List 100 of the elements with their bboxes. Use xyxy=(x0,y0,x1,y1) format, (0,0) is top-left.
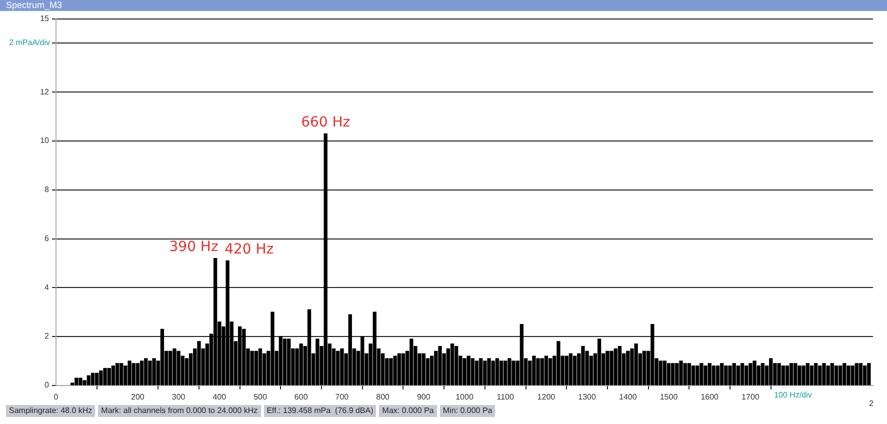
x-tick-label: 1300 xyxy=(578,392,596,402)
bar xyxy=(120,363,124,386)
bar xyxy=(597,338,602,386)
bar xyxy=(700,363,704,386)
bar xyxy=(360,336,364,386)
bar xyxy=(250,350,254,386)
bar xyxy=(111,366,116,386)
y-tick-label: 10 xyxy=(40,136,50,146)
bar xyxy=(822,363,826,386)
bar xyxy=(132,363,136,386)
bar xyxy=(634,344,638,386)
x-axis-title: 100 Hz/div xyxy=(774,390,812,400)
bar xyxy=(348,314,352,386)
bar xyxy=(168,350,172,386)
bar xyxy=(504,360,508,386)
text: Max: 0.000 Pa xyxy=(379,405,437,417)
bar xyxy=(454,346,458,386)
x-tick-label: 1400 xyxy=(619,392,638,402)
bar xyxy=(606,350,610,386)
bar xyxy=(850,366,854,386)
bar xyxy=(479,358,483,386)
bar xyxy=(842,363,846,386)
bar xyxy=(532,356,536,386)
bar xyxy=(781,366,785,386)
text: Min: 0.000 Pa xyxy=(440,405,496,417)
bar xyxy=(834,366,838,386)
bar xyxy=(372,312,376,386)
bar xyxy=(712,366,716,386)
bar xyxy=(140,360,144,386)
bar xyxy=(316,338,320,386)
bar xyxy=(270,312,274,386)
bar xyxy=(495,358,500,386)
bar xyxy=(282,338,287,386)
annotation: 420 Hz xyxy=(224,241,274,258)
bar xyxy=(172,348,176,386)
y-tick-label: 2 xyxy=(44,332,50,341)
bar xyxy=(867,363,871,386)
bar xyxy=(393,356,397,386)
bar xyxy=(777,363,781,386)
text: 2 xyxy=(869,399,874,410)
bar xyxy=(740,363,744,386)
bar xyxy=(254,350,258,386)
bar xyxy=(160,328,164,386)
bar xyxy=(397,353,401,386)
bar xyxy=(95,372,99,386)
bar xyxy=(107,368,111,386)
y-tick-label: 12 xyxy=(40,87,50,96)
bar xyxy=(650,324,654,386)
bar xyxy=(438,346,442,386)
bar xyxy=(704,366,708,386)
bar xyxy=(798,366,802,386)
text: Samplingrate: 48.0 kHz xyxy=(6,405,96,417)
bar xyxy=(299,344,303,386)
bar xyxy=(410,338,414,386)
x-tick-label: 500 xyxy=(254,392,268,402)
bar xyxy=(662,360,666,386)
y-tick-label: 15 xyxy=(40,14,50,24)
bar xyxy=(483,360,487,386)
bar xyxy=(814,363,818,386)
x-tick-label: 0 xyxy=(54,392,59,402)
bar xyxy=(487,358,491,386)
bar xyxy=(238,326,242,386)
bar xyxy=(744,366,748,386)
text: Eff.: 139.458 mPa (76.9 dBA) xyxy=(264,405,376,417)
bar xyxy=(103,368,107,386)
x-tick-label: 600 xyxy=(294,392,308,402)
bar xyxy=(540,358,544,386)
bar xyxy=(806,363,810,386)
bar xyxy=(287,338,291,386)
bar xyxy=(683,363,687,386)
bar xyxy=(512,360,516,386)
bar xyxy=(78,378,82,386)
bar xyxy=(86,375,91,386)
bar xyxy=(307,309,312,386)
chart-title: Spectrum_M3 xyxy=(0,0,887,11)
x-tick-label: 1500 xyxy=(660,392,678,402)
bar xyxy=(74,378,78,386)
bar xyxy=(818,366,822,386)
bar xyxy=(197,341,201,386)
bar xyxy=(242,328,246,386)
bar xyxy=(572,356,577,386)
bar xyxy=(854,363,858,386)
bar xyxy=(830,363,834,386)
bar xyxy=(548,358,552,386)
bar xyxy=(336,350,340,386)
bar xyxy=(642,350,646,386)
bar xyxy=(736,366,740,386)
bar xyxy=(499,360,504,386)
bar xyxy=(610,350,614,386)
x-tick-label: 700 xyxy=(335,392,350,402)
bar xyxy=(152,358,156,386)
bar xyxy=(258,348,262,386)
bar xyxy=(794,363,798,386)
x-tick-label: 1100 xyxy=(496,392,514,402)
bar xyxy=(520,324,524,386)
bar xyxy=(618,346,622,386)
bar xyxy=(760,363,765,386)
bar xyxy=(128,360,132,386)
bar xyxy=(671,363,675,386)
bar xyxy=(213,258,218,386)
